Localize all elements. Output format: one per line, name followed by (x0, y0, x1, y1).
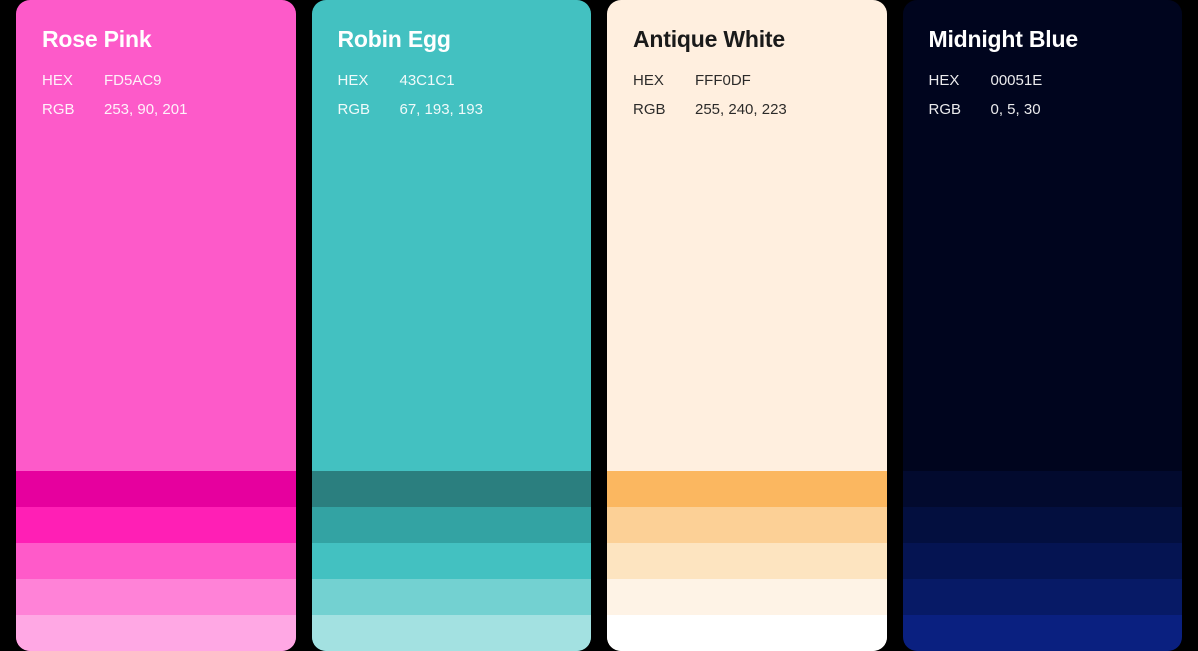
shade-band[interactable] (16, 579, 296, 615)
rgb-row: RGB 253, 90, 201 (42, 99, 270, 120)
rgb-value: 0, 5, 30 (991, 99, 1157, 120)
hex-label: HEX (929, 70, 991, 91)
shade-band[interactable] (607, 471, 887, 507)
shade-band[interactable] (607, 615, 887, 651)
swatch-main: Midnight Blue HEX 00051E RGB 0, 5, 30 (903, 0, 1183, 471)
hex-row: HEX 00051E (929, 70, 1157, 91)
shade-strip (16, 471, 296, 651)
shade-band[interactable] (16, 507, 296, 543)
shade-band[interactable] (312, 543, 592, 579)
shade-strip (903, 471, 1183, 651)
rgb-value: 253, 90, 201 (104, 99, 270, 120)
hex-row: HEX 43C1C1 (338, 70, 566, 91)
swatch-name: Antique White (633, 26, 861, 54)
swatch-card-robin-egg[interactable]: Robin Egg HEX 43C1C1 RGB 67, 193, 193 (312, 0, 592, 651)
shade-band[interactable] (903, 615, 1183, 651)
shade-band[interactable] (312, 579, 592, 615)
hex-value: FD5AC9 (104, 70, 270, 91)
swatch-main: Rose Pink HEX FD5AC9 RGB 253, 90, 201 (16, 0, 296, 471)
shade-band[interactable] (16, 615, 296, 651)
rgb-label: RGB (42, 99, 104, 120)
hex-row: HEX FFF0DF (633, 70, 861, 91)
shade-band[interactable] (16, 471, 296, 507)
swatch-name: Rose Pink (42, 26, 270, 54)
shade-band[interactable] (903, 543, 1183, 579)
swatch-name: Midnight Blue (929, 26, 1157, 54)
rgb-value: 67, 193, 193 (400, 99, 566, 120)
swatch-card-rose-pink[interactable]: Rose Pink HEX FD5AC9 RGB 253, 90, 201 (16, 0, 296, 651)
hex-value: 43C1C1 (400, 70, 566, 91)
shade-band[interactable] (312, 615, 592, 651)
rgb-row: RGB 0, 5, 30 (929, 99, 1157, 120)
shade-band[interactable] (312, 507, 592, 543)
shade-band[interactable] (312, 471, 592, 507)
palette-row: Rose Pink HEX FD5AC9 RGB 253, 90, 201 Ro… (0, 0, 1198, 651)
hex-value: 00051E (991, 70, 1157, 91)
rgb-row: RGB 67, 193, 193 (338, 99, 566, 120)
shade-band[interactable] (607, 543, 887, 579)
hex-value: FFF0DF (695, 70, 861, 91)
rgb-value: 255, 240, 223 (695, 99, 861, 120)
swatch-main: Robin Egg HEX 43C1C1 RGB 67, 193, 193 (312, 0, 592, 471)
shade-strip (312, 471, 592, 651)
rgb-label: RGB (929, 99, 991, 120)
shade-band[interactable] (903, 507, 1183, 543)
shade-band[interactable] (16, 543, 296, 579)
swatch-card-midnight-blue[interactable]: Midnight Blue HEX 00051E RGB 0, 5, 30 (903, 0, 1183, 651)
rgb-row: RGB 255, 240, 223 (633, 99, 861, 120)
rgb-label: RGB (338, 99, 400, 120)
swatch-main: Antique White HEX FFF0DF RGB 255, 240, 2… (607, 0, 887, 471)
shade-band[interactable] (607, 579, 887, 615)
shade-band[interactable] (903, 579, 1183, 615)
hex-label: HEX (633, 70, 695, 91)
shade-band[interactable] (607, 507, 887, 543)
rgb-label: RGB (633, 99, 695, 120)
shade-strip (607, 471, 887, 651)
swatch-card-antique-white[interactable]: Antique White HEX FFF0DF RGB 255, 240, 2… (607, 0, 887, 651)
hex-label: HEX (338, 70, 400, 91)
shade-band[interactable] (903, 471, 1183, 507)
hex-label: HEX (42, 70, 104, 91)
hex-row: HEX FD5AC9 (42, 70, 270, 91)
swatch-name: Robin Egg (338, 26, 566, 54)
